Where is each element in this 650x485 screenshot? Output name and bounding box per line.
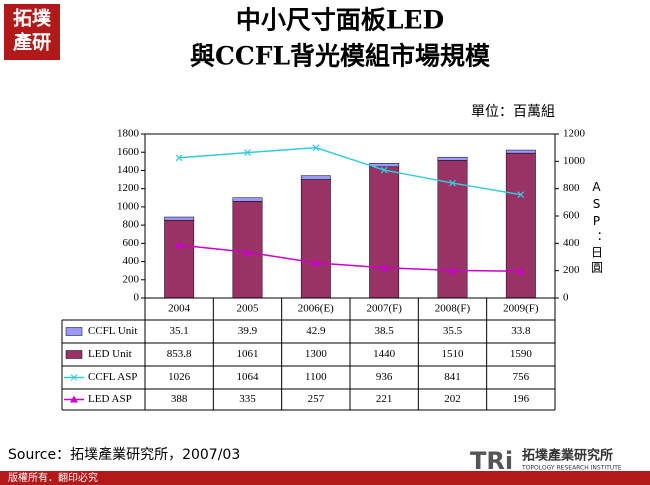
marker — [449, 179, 456, 187]
y2-tick-label: 1000 — [563, 155, 586, 167]
legend-label: CCFL ASP — [88, 371, 137, 383]
table-value: 38.5 — [375, 325, 395, 337]
marker — [380, 166, 388, 174]
bar — [300, 179, 331, 299]
table-value: 42.9 — [306, 325, 326, 337]
copyright: 版權所有．翻印必究 — [8, 471, 98, 484]
bar — [300, 175, 331, 180]
table-value: 1300 — [305, 348, 328, 360]
legend-marker — [70, 395, 78, 403]
bar — [505, 149, 536, 154]
legend-swatch — [65, 327, 83, 336]
line — [179, 244, 521, 272]
y2-tick-label: 200 — [563, 264, 580, 276]
legend-label: CCFL Unit — [88, 325, 137, 337]
y-tick-label: 1800 — [117, 128, 140, 140]
logo-text: 拓墣 — [13, 6, 51, 29]
table-value: 756 — [513, 371, 530, 383]
y-tick-label: 600 — [123, 237, 140, 249]
brand-name-en: TOPOLOGY RESEARCH INSTITUTE — [521, 465, 622, 472]
line — [179, 146, 521, 196]
marker — [175, 154, 183, 162]
y2-axis-label: ASP：日圓 — [590, 180, 604, 276]
table-value: 221 — [376, 393, 393, 405]
y-tick-label: 1000 — [117, 200, 140, 212]
table-value: 853.8 — [167, 348, 192, 360]
marker — [243, 248, 252, 256]
y2-tick-label: 600 — [563, 210, 580, 222]
bar — [164, 219, 195, 299]
y-tick-label: 0 — [134, 292, 140, 304]
table-value: 202 — [444, 393, 461, 405]
x-tick-label: 2009(F) — [503, 303, 539, 315]
source: Source：拓墣產業研究所，2007/03 — [8, 446, 240, 463]
marker — [312, 144, 320, 152]
x-tick-label: 2007(F) — [366, 303, 402, 315]
legend-label: LED Unit — [88, 348, 132, 360]
table-value: 1100 — [305, 371, 327, 383]
marker — [311, 258, 320, 266]
table-value: 1440 — [373, 348, 396, 360]
table-value: 39.9 — [238, 325, 258, 337]
y-tick-label: 800 — [123, 219, 140, 231]
y-tick-label: 400 — [123, 255, 140, 267]
table-value: 936 — [376, 371, 393, 383]
x-tick-label: 2005 — [237, 303, 260, 315]
bar — [505, 152, 536, 299]
table-value: 196 — [513, 393, 530, 405]
marker — [448, 266, 457, 274]
x-tick-label: 2004 — [168, 303, 191, 315]
legend-swatch — [65, 350, 83, 359]
bar — [437, 156, 468, 161]
y-tick-label: 200 — [123, 273, 140, 285]
table-value: 1510 — [442, 348, 465, 360]
legend-label: LED ASP — [88, 393, 132, 405]
table-value: 1590 — [510, 348, 533, 360]
bar — [232, 197, 263, 202]
table-value: 388 — [171, 393, 188, 405]
marker — [380, 263, 389, 271]
x-tick-label: 2008(F) — [435, 303, 471, 315]
y2-tick-label: 0 — [563, 292, 569, 304]
table-value: 841 — [444, 371, 461, 383]
y2-tick-label: 800 — [563, 182, 580, 194]
table-value: 335 — [239, 393, 256, 405]
marker — [517, 191, 525, 199]
marker — [516, 267, 525, 275]
logo-box — [4, 4, 60, 60]
chart-title: 與CCFL背光模組市場規模 — [190, 42, 491, 71]
x-tick-label: 2006(E) — [298, 303, 334, 315]
table-value: 35.5 — [443, 325, 463, 337]
y-tick-label: 1600 — [117, 146, 140, 158]
marker — [244, 149, 251, 157]
table-value: 1061 — [237, 348, 259, 360]
chart-title: 中小尺寸面板LED — [236, 6, 444, 35]
table-value: 1026 — [168, 371, 191, 383]
y-tick-label: 1200 — [117, 182, 140, 194]
unit-label: 單位：百萬組 — [471, 104, 555, 120]
table-value: 257 — [308, 393, 325, 405]
footer-bar — [0, 471, 650, 485]
table-value: 1064 — [237, 371, 260, 383]
legend-marker — [70, 374, 78, 381]
marker — [175, 240, 184, 248]
y-tick-label: 1400 — [117, 164, 140, 176]
table-value: 33.8 — [511, 325, 531, 337]
brand-name: 拓墣產業研究所 — [522, 448, 613, 464]
brand-logo: TRi — [470, 447, 513, 475]
bar — [369, 166, 400, 299]
table-value: 35.1 — [170, 325, 189, 337]
y2-tick-label: 400 — [563, 237, 580, 249]
logo-text: 產研 — [13, 30, 51, 53]
bar — [164, 216, 195, 221]
y2-tick-label: 1200 — [563, 128, 586, 140]
